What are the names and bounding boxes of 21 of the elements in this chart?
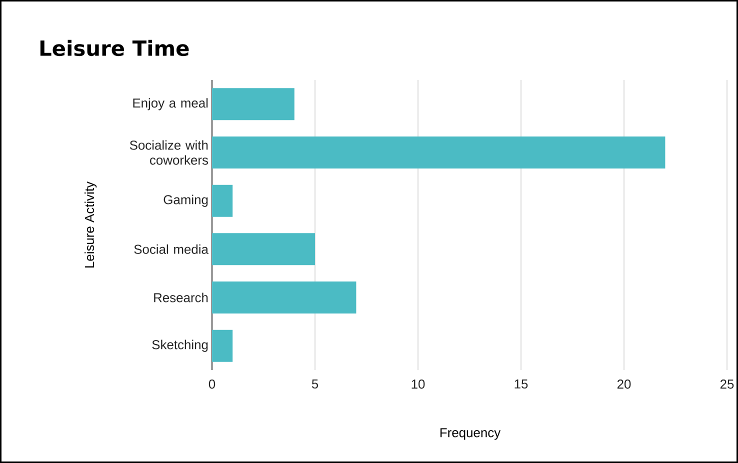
y-tick-label: Research — [154, 292, 208, 302]
x-tick-label: 15 — [514, 380, 528, 389]
bar — [212, 136, 666, 169]
y-axis-title: Leisure Activity — [84, 182, 97, 268]
bar — [212, 88, 294, 120]
y-tick-label: Sketching — [152, 340, 208, 352]
bar — [212, 233, 316, 266]
chart-title: Leisure Time — [40, 40, 189, 56]
bar — [212, 184, 233, 217]
y-tick-label: Enjoy a meal — [133, 98, 208, 110]
y-tick-label: Social media — [134, 244, 208, 254]
bar — [212, 282, 356, 314]
y-tick-label: Gaming — [164, 194, 208, 207]
x-tick-label: 25 — [720, 380, 734, 389]
x-tick-label: 5 — [312, 380, 318, 389]
y-tick-label: Socialize with coworkers — [130, 140, 208, 165]
x-tick-label: 0 — [208, 380, 216, 389]
x-tick-label: 10 — [412, 380, 425, 389]
bar — [212, 330, 233, 362]
x-axis-title: Frequency — [440, 428, 501, 440]
x-tick-label: 20 — [617, 380, 631, 389]
